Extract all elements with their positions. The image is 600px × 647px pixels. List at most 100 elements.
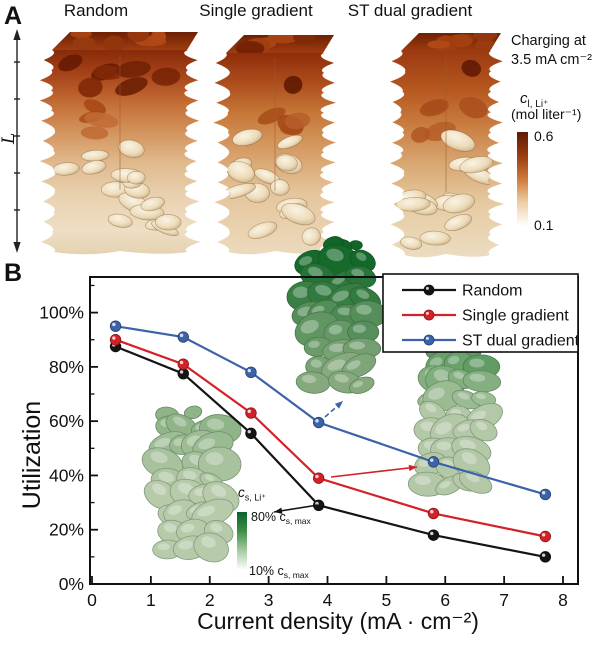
colorbar-min: 0.1 — [534, 217, 554, 233]
particle-highlight — [163, 523, 177, 533]
particle-highlight — [356, 304, 372, 315]
data-point — [245, 427, 257, 440]
pore-particle — [459, 96, 488, 119]
particle-highlight — [158, 471, 175, 483]
inset-single-gradient-structure — [407, 342, 503, 497]
particle-highlight — [183, 470, 197, 480]
top-bump — [127, 32, 150, 43]
colorbar-symbol-main: c — [520, 90, 528, 107]
x-tick-label: 2 — [205, 590, 215, 610]
inset-st-dual-structure — [286, 236, 388, 394]
particle-highlight — [457, 423, 471, 432]
top-bump — [474, 38, 496, 51]
solid-colorbar-max: 80% cs, max — [251, 510, 312, 526]
arrowhead-up — [13, 29, 21, 40]
data-point-highlight — [315, 419, 319, 423]
particle-highlight — [152, 483, 167, 496]
red-arrow — [330, 466, 418, 478]
panel-b: B 0 1 2 3 4 5 6 7 8 0% 20% 40% 60% 80% 100% Utilizati… — [4, 236, 580, 634]
inset-random-structure — [141, 405, 242, 563]
x-tick-label: 3 — [264, 590, 274, 610]
title-st-dual-gradient: ST dual gradient — [348, 1, 473, 20]
particle-highlight — [206, 418, 225, 430]
data-point — [539, 530, 552, 543]
particle-highlight — [332, 290, 349, 302]
series-line-random — [115, 345, 546, 558]
top-bump — [70, 32, 92, 39]
pore-particle — [84, 112, 119, 128]
particle-highlight — [414, 475, 431, 485]
arrowhead-down — [13, 242, 21, 253]
particle-highlight — [178, 540, 193, 550]
x-tick-label: 1 — [146, 590, 156, 610]
data-point — [427, 456, 440, 468]
particle-highlight — [466, 473, 480, 483]
particle-highlight — [292, 286, 309, 299]
pore-particle — [395, 197, 431, 212]
y-axis-label: Utilization — [18, 401, 46, 509]
length-label: L — [0, 133, 19, 145]
data-point — [109, 320, 122, 332]
x-tick-label: 8 — [558, 590, 568, 610]
pore-particle — [411, 127, 430, 143]
data-point — [312, 472, 325, 484]
axes-ticks — [90, 284, 564, 585]
particle — [348, 376, 375, 394]
x-axis-label: Current density (mA · cm⁻²) — [197, 608, 479, 634]
data-point-highlight — [247, 368, 251, 373]
legend-marker — [423, 284, 435, 296]
particle-highlight — [150, 451, 168, 464]
charging-text-line1: Charging at — [511, 33, 586, 49]
particle-highlight — [425, 403, 437, 413]
particle-highlight — [349, 341, 366, 350]
electrolyte-colorbar: cl, Li⁺ (mol liter⁻¹) 0.6 0.1 — [511, 90, 581, 233]
panel-b-label: B — [4, 259, 22, 287]
pore-particle — [400, 236, 423, 250]
pore-particle — [440, 129, 476, 152]
data-point-highlight — [315, 474, 319, 479]
x-tick-labels: 0 1 2 3 4 5 6 7 8 — [87, 590, 568, 610]
legend-marker — [423, 309, 435, 321]
legend-label-st-dual-gradient: ST dual gradient — [462, 333, 580, 350]
black-arrow-head — [274, 507, 283, 514]
top-bump — [267, 35, 299, 44]
particle-highlight — [470, 410, 487, 422]
particle-highlight — [352, 381, 364, 388]
pore-particle — [80, 126, 109, 140]
title-random: Random — [64, 1, 128, 20]
pore-particle — [419, 99, 449, 117]
particle-highlight — [211, 484, 227, 497]
particle-highlight — [475, 393, 487, 400]
solid-colorbar-min-pre: 10% c — [249, 564, 284, 578]
top-bump — [293, 35, 316, 44]
structure-st-dual-gradient — [389, 33, 504, 258]
series-line-st-dual-gradient — [115, 325, 546, 496]
pore-particle — [78, 77, 103, 98]
legend-label-single-gradient: Single gradient — [462, 308, 569, 325]
x-tick-label: 0 — [87, 590, 97, 610]
particle-highlight — [429, 357, 443, 368]
legend-marker-highlight — [425, 311, 429, 315]
particle-highlight — [475, 421, 488, 431]
particle-highlight — [154, 437, 171, 448]
particle-highlight — [469, 373, 486, 382]
particle-highlight — [435, 421, 452, 435]
solid-colorbar-symbol-sub: s, Li⁺ — [245, 493, 267, 503]
data-point-highlight — [541, 553, 546, 557]
particle-highlight — [447, 355, 460, 365]
panel-a: A Random Single gradient ST dual gradien… — [0, 1, 592, 258]
particle — [183, 405, 203, 420]
data-point — [427, 507, 440, 520]
blue-arrow-head — [334, 401, 343, 409]
pore-particle — [81, 160, 107, 175]
solid-colorbar-gradient — [237, 512, 247, 570]
pore-particle — [154, 214, 182, 231]
particle — [193, 532, 229, 563]
y-tick-label: 60% — [49, 411, 84, 431]
particle-highlight — [356, 289, 370, 299]
solid-colorbar-max-pre: 80% c — [251, 510, 286, 524]
pore-particle — [92, 65, 124, 80]
particle-highlight — [204, 474, 215, 482]
legend-marker-highlight — [425, 336, 429, 340]
